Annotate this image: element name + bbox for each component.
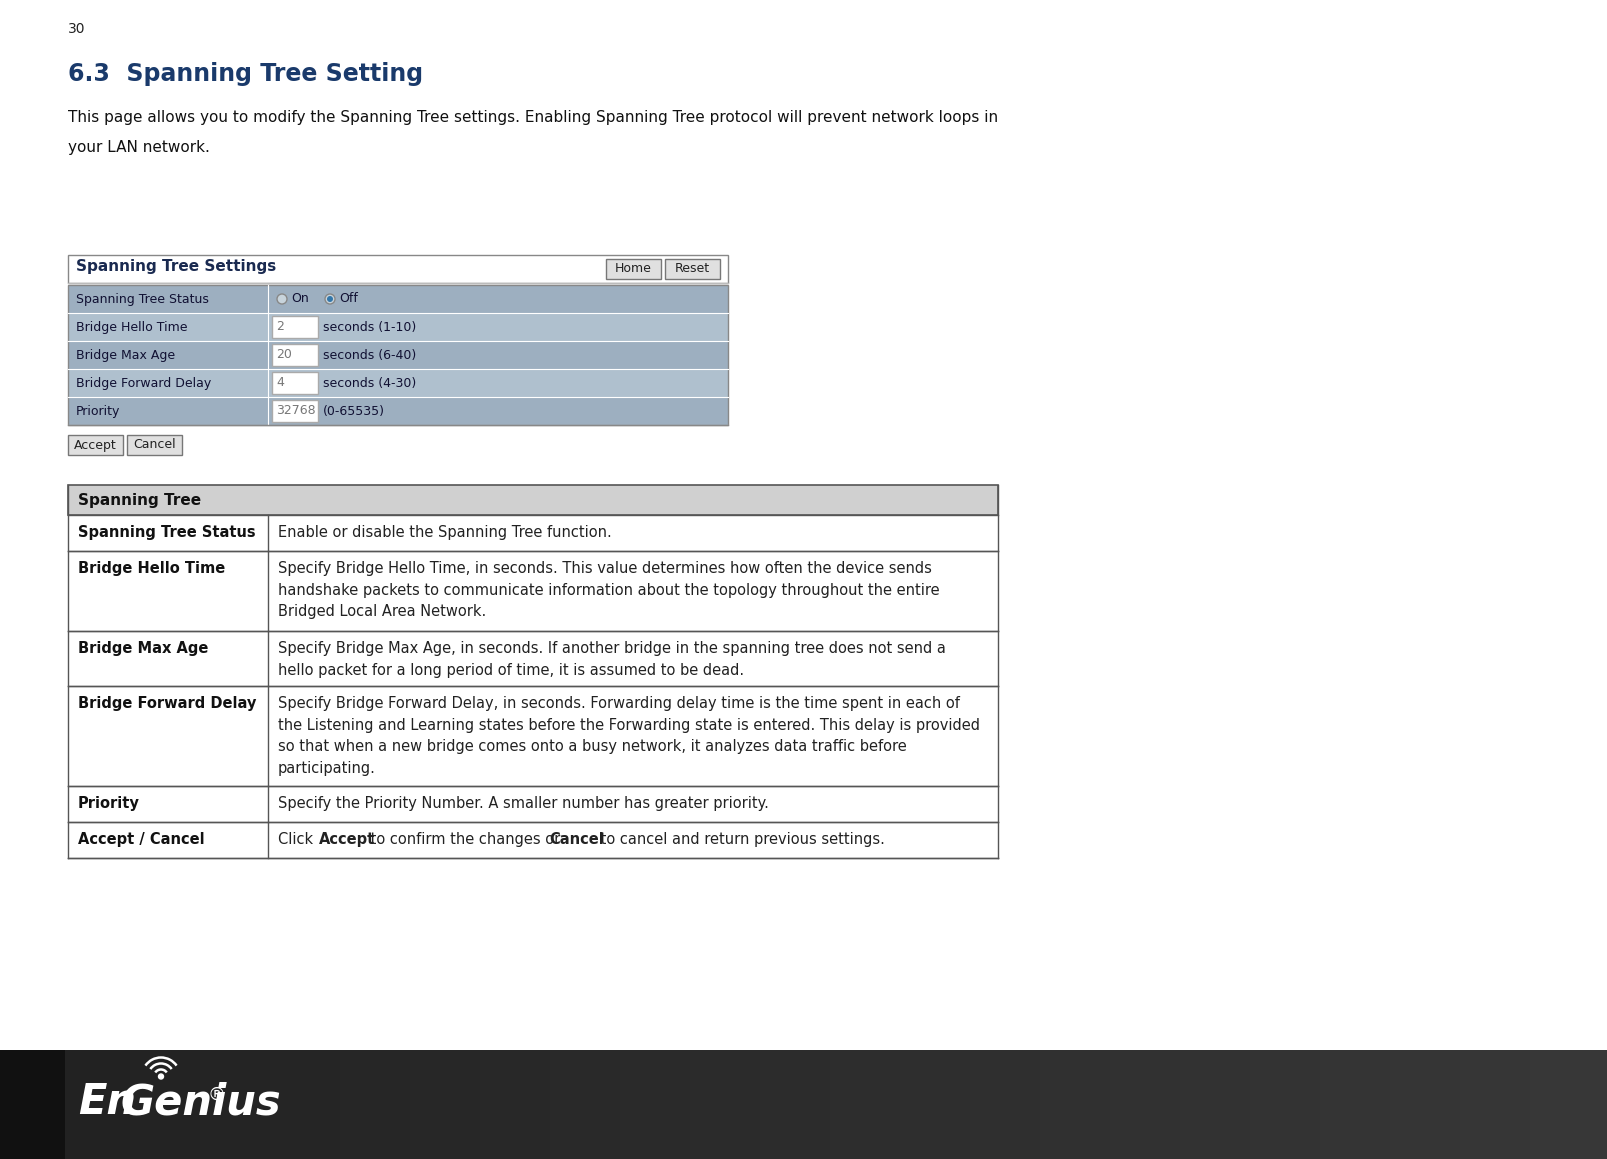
Bar: [67, 822, 998, 858]
Text: Accept / Cancel: Accept / Cancel: [79, 832, 204, 847]
Text: Click: Click: [278, 832, 318, 847]
Text: Bridge Hello Time: Bridge Hello Time: [76, 321, 188, 334]
Text: seconds (1-10): seconds (1-10): [323, 321, 416, 334]
Text: ®: ®: [207, 1086, 227, 1103]
Bar: [272, 344, 318, 366]
Text: 20: 20: [276, 349, 292, 362]
Text: seconds (4-30): seconds (4-30): [323, 377, 416, 389]
Bar: [606, 258, 660, 279]
Text: Home: Home: [615, 262, 652, 276]
Bar: [67, 313, 728, 341]
Bar: [67, 255, 728, 283]
Bar: [272, 316, 318, 338]
Text: Accept: Accept: [74, 438, 117, 452]
Text: Accept: Accept: [318, 832, 374, 847]
Bar: [67, 435, 124, 455]
Text: Spanning Tree Settings: Spanning Tree Settings: [76, 258, 276, 274]
Circle shape: [159, 1074, 164, 1079]
Text: to confirm the changes or: to confirm the changes or: [366, 832, 564, 847]
Text: Cancel: Cancel: [133, 438, 175, 452]
Text: En: En: [79, 1081, 137, 1123]
Text: Bridge Forward Delay: Bridge Forward Delay: [76, 377, 211, 389]
Text: On: On: [291, 292, 309, 306]
Text: Enable or disable the Spanning Tree function.: Enable or disable the Spanning Tree func…: [278, 525, 612, 540]
Text: (0-65535): (0-65535): [323, 404, 386, 417]
Text: to cancel and return previous settings.: to cancel and return previous settings.: [596, 832, 885, 847]
Text: Bridge Forward Delay: Bridge Forward Delay: [79, 697, 257, 710]
Text: This page allows you to modify the Spanning Tree settings. Enabling Spanning Tre: This page allows you to modify the Spann…: [67, 110, 998, 125]
Circle shape: [325, 294, 334, 304]
Text: 30: 30: [67, 22, 85, 36]
Bar: [0, 1050, 1607, 1159]
Text: 4: 4: [276, 377, 284, 389]
Text: Bridge Max Age: Bridge Max Age: [76, 349, 175, 362]
Bar: [67, 341, 728, 369]
Text: Cancel: Cancel: [550, 832, 604, 847]
Text: Priority: Priority: [76, 404, 121, 417]
Text: Reset: Reset: [675, 262, 710, 276]
Text: Spanning Tree: Spanning Tree: [79, 493, 201, 508]
Text: Specify Bridge Forward Delay, in seconds. Forwarding delay time is the time spen: Specify Bridge Forward Delay, in seconds…: [278, 697, 980, 775]
Text: Specify the Priority Number. A smaller number has greater priority.: Specify the Priority Number. A smaller n…: [278, 796, 768, 811]
Bar: [67, 398, 728, 425]
Bar: [67, 551, 998, 630]
Bar: [272, 372, 318, 394]
Bar: [0, 1050, 64, 1159]
Text: your LAN network.: your LAN network.: [67, 140, 211, 155]
Circle shape: [326, 296, 333, 302]
Bar: [67, 285, 728, 313]
Text: Priority: Priority: [79, 796, 140, 811]
Text: Genius: Genius: [121, 1081, 281, 1123]
Bar: [127, 435, 182, 455]
Text: Specify Bridge Hello Time, in seconds. This value determines how often the devic: Specify Bridge Hello Time, in seconds. T…: [278, 561, 940, 619]
Text: Bridge Hello Time: Bridge Hello Time: [79, 561, 225, 576]
Circle shape: [276, 294, 288, 304]
Text: seconds (6-40): seconds (6-40): [323, 349, 416, 362]
Text: Spanning Tree Status: Spanning Tree Status: [76, 292, 209, 306]
Bar: [67, 369, 728, 398]
Text: 32768: 32768: [276, 404, 315, 417]
Bar: [272, 400, 318, 422]
Bar: [67, 255, 728, 283]
Text: Spanning Tree Status: Spanning Tree Status: [79, 525, 256, 540]
Text: 6.3  Spanning Tree Setting: 6.3 Spanning Tree Setting: [67, 61, 423, 86]
Bar: [665, 258, 720, 279]
Bar: [67, 515, 998, 551]
Bar: [67, 484, 998, 515]
Bar: [67, 285, 728, 425]
Bar: [67, 630, 998, 686]
Text: Off: Off: [339, 292, 358, 306]
Bar: [67, 686, 998, 786]
Text: 2: 2: [276, 321, 284, 334]
Text: Specify Bridge Max Age, in seconds. If another bridge in the spanning tree does : Specify Bridge Max Age, in seconds. If a…: [278, 641, 947, 678]
Bar: [67, 786, 998, 822]
Text: Bridge Max Age: Bridge Max Age: [79, 641, 209, 656]
